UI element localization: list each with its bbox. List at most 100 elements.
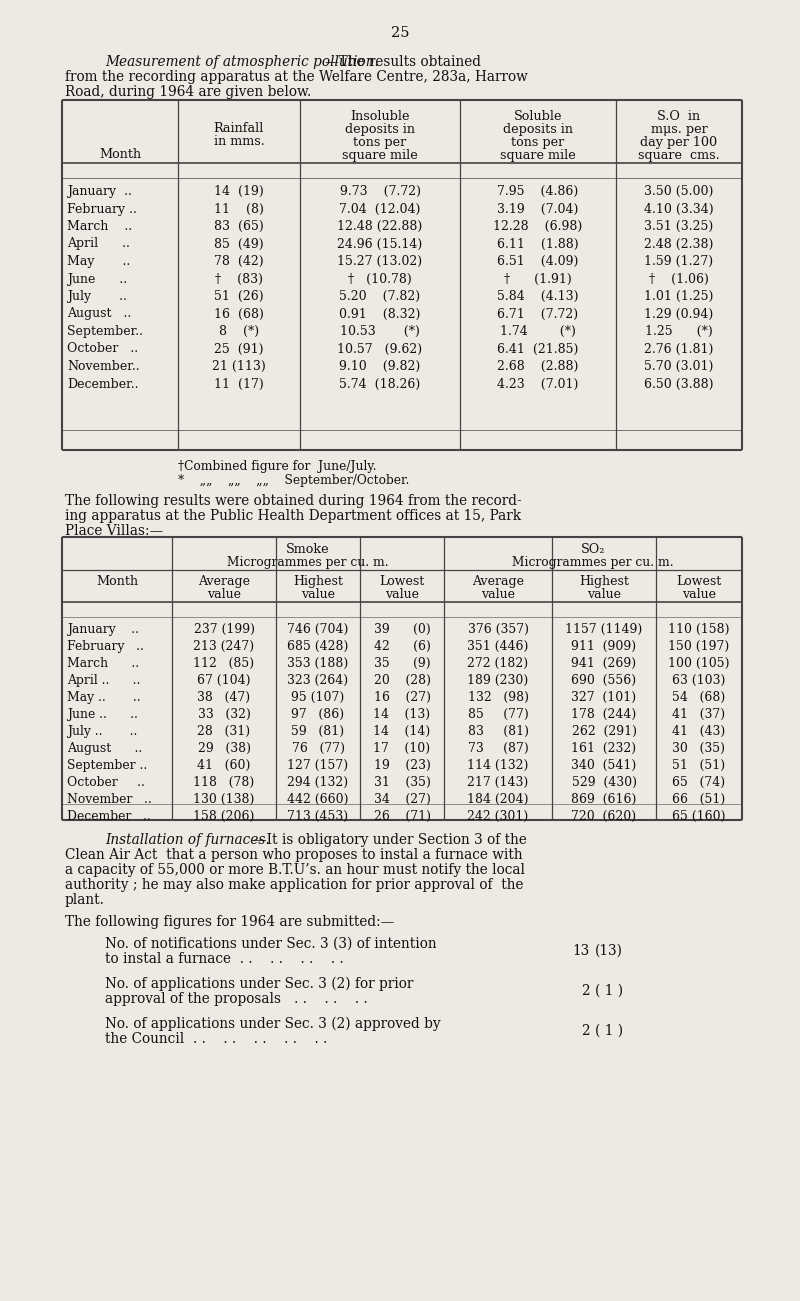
Text: 294 (132): 294 (132)	[287, 775, 349, 788]
Text: plant.: plant.	[65, 892, 105, 907]
Text: 1.01 (1.25): 1.01 (1.25)	[644, 290, 714, 303]
Text: 114 (132): 114 (132)	[467, 758, 529, 771]
Text: March      ..: March ..	[67, 657, 139, 670]
Text: 51   (51): 51 (51)	[673, 758, 726, 771]
Text: Lowest: Lowest	[379, 575, 425, 588]
Text: 1.25      (*): 1.25 (*)	[645, 325, 713, 338]
Text: June ..      ..: June .. ..	[67, 708, 138, 721]
Text: Measurement of atmospheric pollution.: Measurement of atmospheric pollution.	[105, 55, 379, 69]
Text: 41   (60): 41 (60)	[198, 758, 250, 771]
Text: 6.41  (21.85): 6.41 (21.85)	[498, 342, 578, 355]
Text: deposits in: deposits in	[503, 124, 573, 137]
Text: 327  (101): 327 (101)	[571, 691, 637, 704]
Text: 1.59 (1.27): 1.59 (1.27)	[645, 255, 714, 268]
Text: 66   (51): 66 (51)	[672, 794, 726, 807]
Text: 1.29 (0.94): 1.29 (0.94)	[644, 307, 714, 320]
Text: Microgrammes per cu. m.: Microgrammes per cu. m.	[512, 556, 674, 569]
Text: 15.27 (13.02): 15.27 (13.02)	[338, 255, 422, 268]
Text: mμs. per: mμs. per	[650, 124, 707, 137]
Text: September ..: September ..	[67, 758, 147, 771]
Text: 2.68    (2.88): 2.68 (2.88)	[498, 360, 578, 373]
Text: 10.57   (9.62): 10.57 (9.62)	[338, 342, 422, 355]
Text: 746 (704): 746 (704)	[287, 623, 349, 636]
Text: February ..: February ..	[67, 203, 137, 216]
Text: value: value	[682, 588, 716, 601]
Text: Place Villas:—: Place Villas:—	[65, 524, 163, 539]
Text: 118   (78): 118 (78)	[194, 775, 254, 788]
Text: 25: 25	[390, 26, 410, 40]
Text: July ..       ..: July .. ..	[67, 725, 138, 738]
Text: 4.23    (7.01): 4.23 (7.01)	[498, 377, 578, 390]
Text: to instal a furnace  . .    . .    . .    . .: to instal a furnace . . . . . . . .	[105, 952, 344, 967]
Text: 3.51 (3.25): 3.51 (3.25)	[644, 220, 714, 233]
Text: 911  (909): 911 (909)	[571, 640, 637, 653]
Text: August      ..: August ..	[67, 742, 142, 755]
Text: August   ..: August ..	[67, 307, 131, 320]
Text: October   ..: October ..	[67, 342, 138, 355]
Text: 158 (206): 158 (206)	[194, 811, 254, 824]
Text: square mile: square mile	[500, 150, 576, 163]
Text: 14    (13): 14 (13)	[374, 708, 430, 721]
Text: September..: September..	[67, 325, 143, 338]
Text: ( 1 ): ( 1 )	[595, 984, 623, 998]
Text: Month: Month	[96, 575, 138, 588]
Text: April      ..: April ..	[67, 238, 130, 251]
Text: 262  (291): 262 (291)	[571, 725, 637, 738]
Text: 442 (660): 442 (660)	[287, 794, 349, 807]
Text: 112   (85): 112 (85)	[194, 657, 254, 670]
Text: 13: 13	[573, 945, 590, 958]
Text: 33   (32): 33 (32)	[198, 708, 250, 721]
Text: 16  (68): 16 (68)	[214, 307, 264, 320]
Text: 34    (27): 34 (27)	[374, 794, 430, 807]
Text: 63 (103): 63 (103)	[672, 674, 726, 687]
Text: 2.48 (2.38): 2.48 (2.38)	[644, 238, 714, 251]
Text: 2: 2	[582, 1024, 590, 1038]
Text: 237 (199): 237 (199)	[194, 623, 254, 636]
Text: 21 (113): 21 (113)	[212, 360, 266, 373]
Text: value: value	[481, 588, 515, 601]
Text: January  ..: January ..	[67, 185, 132, 198]
Text: Month: Month	[99, 148, 141, 161]
Text: day per 100: day per 100	[641, 137, 718, 150]
Text: 340  (541): 340 (541)	[571, 758, 637, 771]
Text: †    (1.06): † (1.06)	[649, 272, 709, 285]
Text: 41   (37): 41 (37)	[673, 708, 726, 721]
Text: 67 (104): 67 (104)	[198, 674, 250, 687]
Text: 130 (138): 130 (138)	[194, 794, 254, 807]
Text: 29   (38): 29 (38)	[198, 742, 250, 755]
Text: a capacity of 55,000 or more B.T.U’s. an hour must notify the local: a capacity of 55,000 or more B.T.U’s. an…	[65, 863, 525, 877]
Text: †    (83): † (83)	[215, 272, 263, 285]
Text: 28   (31): 28 (31)	[198, 725, 250, 738]
Text: 25  (91): 25 (91)	[214, 342, 264, 355]
Text: 941  (269): 941 (269)	[571, 657, 637, 670]
Text: the Council  . .    . .    . .    . .    . .: the Council . . . . . . . . . .	[105, 1032, 327, 1046]
Text: 100 (105): 100 (105)	[668, 657, 730, 670]
Text: 9.10    (9.82): 9.10 (9.82)	[339, 360, 421, 373]
Text: 38   (47): 38 (47)	[198, 691, 250, 704]
Text: 9.73    (7.72): 9.73 (7.72)	[339, 185, 421, 198]
Text: 97   (86): 97 (86)	[291, 708, 345, 721]
Text: square  cms.: square cms.	[638, 150, 720, 163]
Text: deposits in: deposits in	[345, 124, 415, 137]
Text: 42      (6): 42 (6)	[374, 640, 430, 653]
Text: November   ..: November ..	[67, 794, 152, 807]
Text: 685 (428): 685 (428)	[287, 640, 349, 653]
Text: 351 (446): 351 (446)	[467, 640, 529, 653]
Text: January    ..: January ..	[67, 623, 139, 636]
Text: 5.70 (3.01): 5.70 (3.01)	[644, 360, 714, 373]
Text: Soluble: Soluble	[514, 111, 562, 124]
Text: 26    (71): 26 (71)	[374, 811, 430, 824]
Text: authority ; he may also make application for prior approval of  the: authority ; he may also make application…	[65, 878, 523, 892]
Text: 323 (264): 323 (264)	[287, 674, 349, 687]
Text: 5.74  (18.26): 5.74 (18.26)	[339, 377, 421, 390]
Text: 869  (616): 869 (616)	[571, 794, 637, 807]
Text: Lowest: Lowest	[676, 575, 722, 588]
Text: S.O  in: S.O in	[658, 111, 701, 124]
Text: 178  (244): 178 (244)	[571, 708, 637, 721]
Text: †      (1.91): † (1.91)	[504, 272, 572, 285]
Text: No. of notifications under Sec. 3 (3) of intention: No. of notifications under Sec. 3 (3) of…	[105, 937, 437, 951]
Text: November..: November..	[67, 360, 140, 373]
Text: value: value	[385, 588, 419, 601]
Text: 110 (158): 110 (158)	[668, 623, 730, 636]
Text: 20    (28): 20 (28)	[374, 674, 430, 687]
